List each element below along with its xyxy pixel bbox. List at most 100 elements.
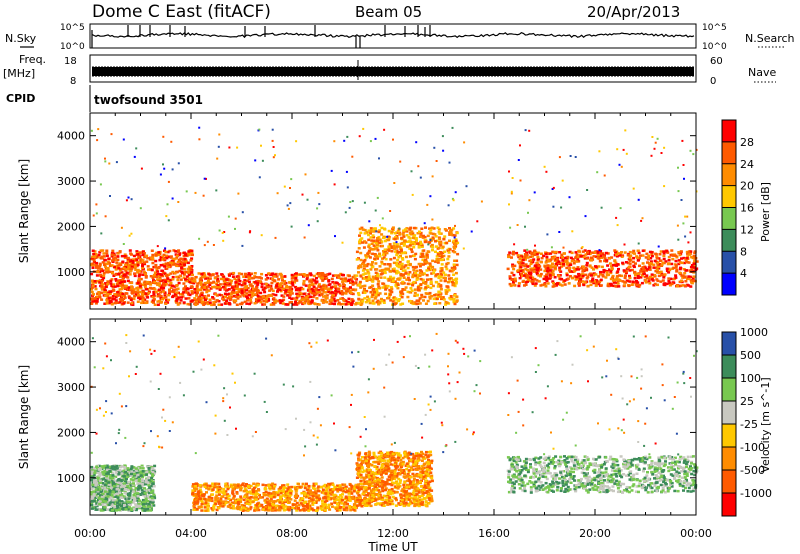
heatmap-cell xyxy=(139,207,142,210)
heatmap-cell xyxy=(110,485,114,488)
heatmap-cell xyxy=(177,162,180,165)
heatmap-cell xyxy=(410,289,414,292)
heatmap-cell xyxy=(156,303,160,306)
heatmap-cell xyxy=(630,283,634,286)
heatmap-cell xyxy=(161,258,165,261)
heatmap-cell xyxy=(108,490,112,493)
heatmap-cell xyxy=(116,496,120,499)
heatmap-cell xyxy=(288,293,292,297)
heatmap-cell xyxy=(387,294,391,298)
heatmap-cell xyxy=(95,279,99,283)
heatmap-cell xyxy=(426,234,430,238)
heatmap-cell xyxy=(164,262,168,265)
heatmap-cell xyxy=(110,253,114,256)
heatmap-cell xyxy=(545,273,549,276)
heatmap-cell xyxy=(536,257,540,261)
heatmap-cell xyxy=(690,264,694,267)
heatmap-cell xyxy=(404,286,408,289)
heatmap-cell xyxy=(259,301,263,304)
heatmap-cell xyxy=(143,285,147,289)
heatmap-cell xyxy=(536,256,540,259)
heatmap-cell xyxy=(168,289,172,293)
heatmap-cell xyxy=(558,156,561,159)
heatmap-cell xyxy=(92,477,96,480)
heatmap-cell xyxy=(110,283,114,287)
heatmap-cell xyxy=(576,266,580,269)
heatmap-cell xyxy=(290,300,294,304)
heatmap-cell xyxy=(241,509,245,512)
heatmap-cell xyxy=(138,482,142,485)
heatmap-cell xyxy=(170,261,174,264)
heatmap-cell xyxy=(122,470,126,474)
heatmap-cell xyxy=(154,253,158,257)
heatmap-cell xyxy=(531,282,535,286)
heatmap-cell xyxy=(97,496,101,499)
heatmap-cell xyxy=(599,252,603,256)
heatmap-cell xyxy=(146,509,150,512)
heatmap-cell xyxy=(279,301,283,305)
heatmap-cell xyxy=(94,503,98,507)
heatmap-cell xyxy=(395,261,399,265)
heatmap-cell xyxy=(96,491,100,494)
heatmap-cell xyxy=(516,260,520,264)
heatmap-cell xyxy=(507,254,511,257)
heatmap-cell xyxy=(437,282,441,286)
heatmap-cell xyxy=(545,277,549,280)
heatmap-cell xyxy=(147,505,151,508)
heatmap-cell xyxy=(584,215,587,218)
heatmap-cell xyxy=(415,276,419,279)
heatmap-cell xyxy=(560,265,564,268)
heatmap-cell xyxy=(401,258,405,261)
heatmap-cell xyxy=(284,286,288,289)
heatmap-cell xyxy=(635,280,638,283)
heatmap-cell xyxy=(361,262,364,266)
heatmap-cell xyxy=(187,250,191,253)
noise-tick-left-high: 10^5 xyxy=(60,23,85,33)
heatmap-cell xyxy=(365,276,368,279)
heatmap-cell xyxy=(178,259,182,262)
heatmap-cell xyxy=(226,296,230,300)
heatmap-cell xyxy=(541,283,545,287)
heatmap-cell xyxy=(161,255,165,259)
heatmap-cell xyxy=(455,263,459,267)
heatmap-cell xyxy=(103,288,107,291)
heatmap-cell xyxy=(106,495,110,498)
heatmap-cell xyxy=(235,291,239,294)
heatmap-cell xyxy=(510,278,514,281)
heatmap-cell xyxy=(594,284,598,287)
heatmap-cell xyxy=(360,226,364,230)
heatmap-cell xyxy=(423,222,426,225)
heatmap-cell xyxy=(206,502,210,505)
heatmap-cell xyxy=(397,271,401,274)
heatmap-cell xyxy=(442,271,446,274)
heatmap-cell xyxy=(452,239,456,243)
heatmap-cell xyxy=(136,300,140,303)
heatmap-cell xyxy=(91,281,95,284)
heatmap-cell xyxy=(678,261,682,264)
heatmap-cell xyxy=(406,276,410,280)
heatmap-cell xyxy=(147,488,151,492)
heatmap-cell xyxy=(222,275,226,279)
heatmap-cell xyxy=(290,287,294,291)
heatmap-cell xyxy=(395,243,399,246)
heatmap-cell xyxy=(92,293,95,296)
heatmap-cell xyxy=(318,285,322,288)
heatmap-cell xyxy=(563,283,567,286)
heatmap-cell xyxy=(616,252,620,255)
heatmap-cell xyxy=(689,265,693,269)
heatmap-cell xyxy=(146,257,150,260)
heatmap-cell xyxy=(98,251,102,254)
heatmap-cell xyxy=(203,282,207,285)
heatmap-cell xyxy=(549,258,553,261)
heatmap-cell xyxy=(315,276,318,280)
heatmap-cell xyxy=(286,499,290,503)
heatmap-cell xyxy=(182,291,186,294)
heatmap-cell xyxy=(446,285,450,288)
freq-panel: Freq. [MHz] 18 8 60 0 Nave xyxy=(3,53,776,87)
heatmap-cell xyxy=(333,140,336,143)
heatmap-cell xyxy=(359,231,363,235)
heatmap-cell xyxy=(379,276,383,279)
heatmap-cell xyxy=(440,263,444,266)
heatmap-cell xyxy=(429,267,433,270)
heatmap-cell xyxy=(539,252,543,255)
